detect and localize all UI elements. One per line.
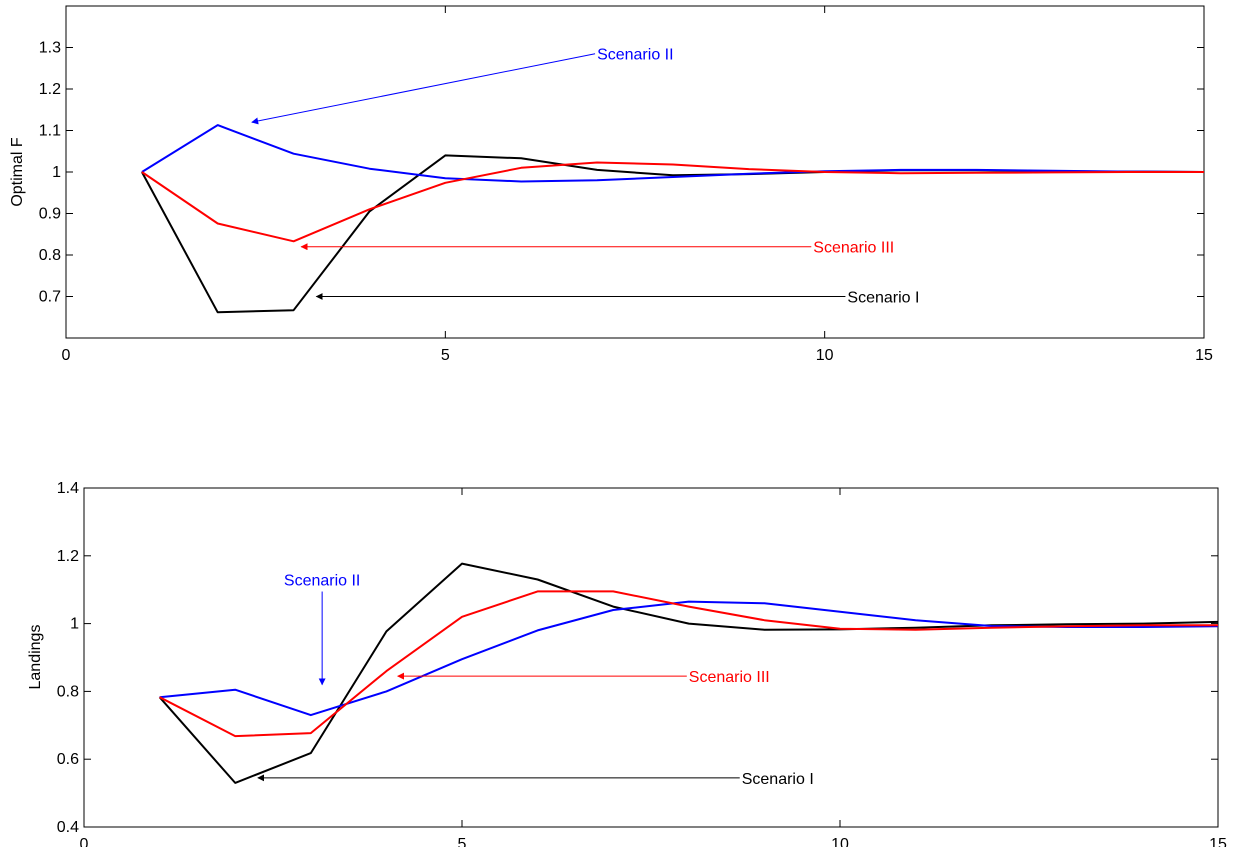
- x-tick-label: 0: [62, 347, 71, 364]
- y-axis-title: Optimal F: [9, 137, 26, 207]
- y-tick-label: 0.6: [57, 751, 79, 768]
- annotation-label: Scenario I: [742, 771, 814, 788]
- y-tick-label: 1.4: [57, 480, 79, 497]
- x-tick-label: 10: [831, 836, 849, 847]
- y-tick-label: 0.8: [57, 683, 79, 700]
- annotation-label: Scenario I: [847, 290, 919, 307]
- x-tick-label: 15: [1209, 836, 1227, 847]
- annotation-label: Scenario II: [284, 573, 360, 590]
- y-tick-label: 0.7: [39, 289, 61, 306]
- y-tick-label: 1.3: [39, 40, 61, 57]
- annotation-label: Scenario III: [689, 669, 770, 686]
- chart-panel-2: 0 5 10 15 0.4 0.6 0.8 1 1.2 1.4 Landings Scenario I…: [27, 480, 1227, 847]
- series-line-s3: [141, 161, 1204, 243]
- y-axis-title: Landings: [27, 625, 44, 690]
- x-tick-label: 10: [816, 347, 834, 364]
- series-line-s3: [159, 590, 1218, 738]
- y-tick-label: 1: [70, 616, 79, 633]
- y-tick-label: 0.4: [57, 819, 79, 836]
- plot-frame: [83, 487, 1219, 828]
- annotation-label: Scenario III: [813, 240, 894, 257]
- series-line-s2: [141, 124, 1205, 183]
- annotation-label: Scenario II: [597, 47, 673, 64]
- x-tick-label: 5: [458, 836, 467, 847]
- y-tick-label: 0.8: [39, 247, 61, 264]
- x-tick-label: 5: [441, 347, 450, 364]
- y-tick-label: 1.2: [39, 81, 61, 98]
- y-tick-label: 0.9: [39, 206, 61, 223]
- annotation-arrow: [251, 53, 596, 125]
- x-tick-label: 15: [1195, 347, 1213, 364]
- chart-panel-1: 0 5 10 15 0.7 0.8 0.9 1 1.1 1.2 1.3 Optimal F Scenar…: [9, 5, 1213, 364]
- x-tick-label: 0: [80, 836, 89, 847]
- y-tick-label: 1.1: [39, 123, 61, 140]
- y-tick-label: 1: [52, 164, 61, 181]
- y-tick-label: 1.2: [57, 548, 79, 565]
